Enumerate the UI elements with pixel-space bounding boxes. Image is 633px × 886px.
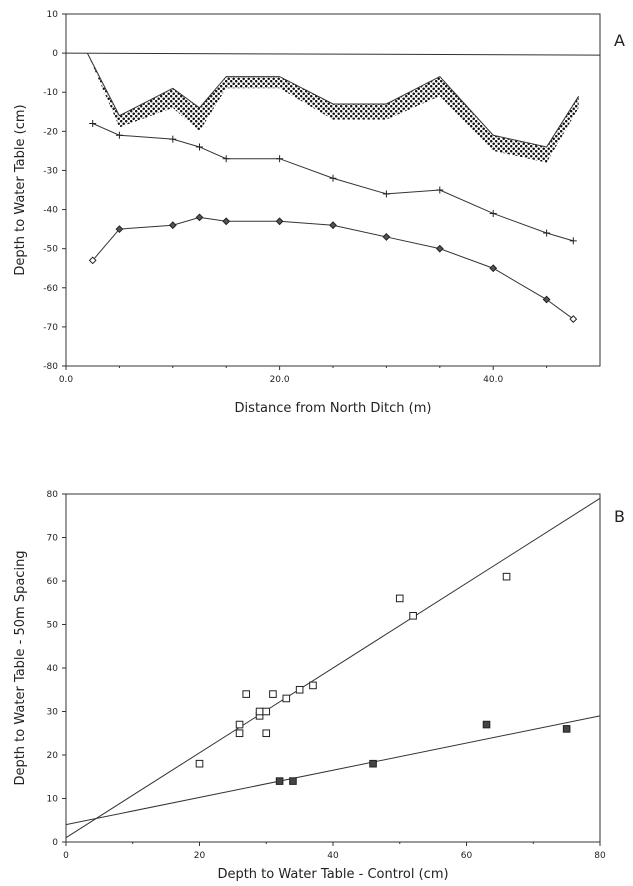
open-square-marker: [395, 594, 404, 603]
x-tick-label: 0.0: [59, 375, 74, 385]
y-tick-label: 20: [47, 751, 59, 761]
open-square-marker: [242, 690, 251, 698]
series-line: [92, 216, 574, 320]
y-tick-label: 40: [47, 664, 59, 674]
x-tick-label: 0: [63, 851, 69, 861]
y-axis-label: Depth to Water Table - 50m Spacing: [13, 550, 28, 785]
x-tick-label: 80: [594, 851, 606, 861]
y-tick-label: -50: [43, 245, 58, 255]
fit-line: [65, 497, 601, 839]
diamond-marker: [329, 221, 337, 230]
filled-square-marker: [562, 725, 571, 733]
plus-marker: [329, 174, 337, 182]
y-tick-label: 30: [47, 708, 59, 718]
filled-square-marker: [289, 777, 297, 785]
diamond-marker: [168, 221, 177, 230]
y-tick-label: 80: [47, 490, 59, 500]
diamond-marker: [435, 244, 444, 253]
filled-square-marker: [369, 759, 377, 768]
y-tick-label: 10: [47, 10, 59, 20]
open-square-marker: [235, 729, 244, 738]
plus-marker: [489, 209, 497, 217]
plus-marker: [89, 120, 97, 128]
filled-square-marker: [482, 720, 491, 729]
y-tick-label: -20: [43, 127, 58, 137]
plus-marker: [276, 155, 284, 163]
stippled-band: [87, 53, 579, 163]
panel-label: B: [614, 507, 625, 526]
x-tick-label: 20: [194, 851, 206, 861]
plus-marker: [543, 229, 551, 237]
filled-square-marker: [275, 777, 284, 785]
y-tick-label: 70: [47, 534, 59, 544]
plus-marker: [115, 131, 123, 139]
y-tick-label: -10: [43, 88, 58, 98]
open-square-marker: [262, 729, 271, 738]
diamond-marker: [542, 295, 551, 304]
open-square-marker: [195, 759, 204, 768]
band-upper-line: [86, 52, 580, 148]
diamond-marker: [195, 213, 204, 222]
x-axis-label: Distance from North Ditch (m): [235, 401, 432, 416]
depth-comparison-scatter: 0 10 20 30 40 50 60 70 80 0 20 40 60 80 Depth to Water…: [13, 490, 625, 882]
open-square-marker: [409, 612, 417, 620]
panel-a-chart: 10 0 -10 -20 -30 -40 -50 -60 -70 -80 0.0 20.0 40.0 Di…: [0, 0, 633, 420]
open-square-marker: [282, 694, 291, 703]
depth-profile-chart: 10 0 -10 -20 -30 -40 -50 -60 -70 -800.0 20.0 40.0 Di…: [13, 10, 625, 416]
x-axis-label: Depth to Water Table - Control (cm): [217, 867, 448, 882]
panel-b-chart: 0 10 20 30 40 50 60 70 80 0 20 40 60 80 Depth to Water…: [0, 470, 633, 886]
x-tick-label: 60: [461, 851, 473, 861]
diamond-marker: [222, 217, 231, 226]
y-tick-label: -30: [43, 166, 58, 176]
open-square-marker: [502, 572, 511, 581]
y-tick-label: 0: [52, 838, 58, 848]
diamond-marker: [115, 225, 124, 234]
zero-line: [65, 52, 601, 56]
open-square-marker: [262, 707, 271, 716]
y-tick-label: -60: [43, 284, 58, 294]
y-tick-label: -40: [43, 206, 58, 216]
panel-label: A: [614, 31, 625, 50]
fit-line: [65, 715, 601, 826]
diamond-marker: [489, 264, 498, 273]
plus-marker: [436, 186, 444, 194]
open-square-marker: [309, 681, 317, 690]
plot-frame: [65, 13, 601, 367]
x-tick-label: 40.0: [483, 375, 503, 385]
x-tick-label: 20.0: [270, 375, 290, 385]
y-tick-label: 60: [47, 577, 59, 587]
y-axis-label: Depth to Water Table (cm): [13, 104, 28, 275]
diamond-marker: [382, 233, 391, 241]
plus-marker: [569, 237, 577, 245]
y-tick-label: 0: [52, 49, 58, 59]
y-tick-label: 10: [47, 795, 59, 805]
open-square-marker: [295, 685, 304, 694]
x-tick-label: 40: [327, 851, 339, 861]
open-square-marker: [235, 720, 244, 729]
open-square-marker: [255, 707, 264, 716]
diamond-marker: [275, 217, 284, 226]
diamond-marker: [88, 256, 97, 265]
y-tick-label: -80: [43, 362, 58, 372]
open-square-marker: [269, 690, 277, 698]
y-tick-label: 50: [47, 621, 59, 631]
plus-marker: [196, 143, 203, 151]
series-line: [92, 123, 574, 242]
plus-marker: [222, 155, 230, 163]
y-tick-label: -70: [43, 323, 58, 333]
plus-marker: [382, 190, 390, 198]
plus-marker: [169, 135, 177, 143]
diamond-marker: [569, 315, 578, 323]
